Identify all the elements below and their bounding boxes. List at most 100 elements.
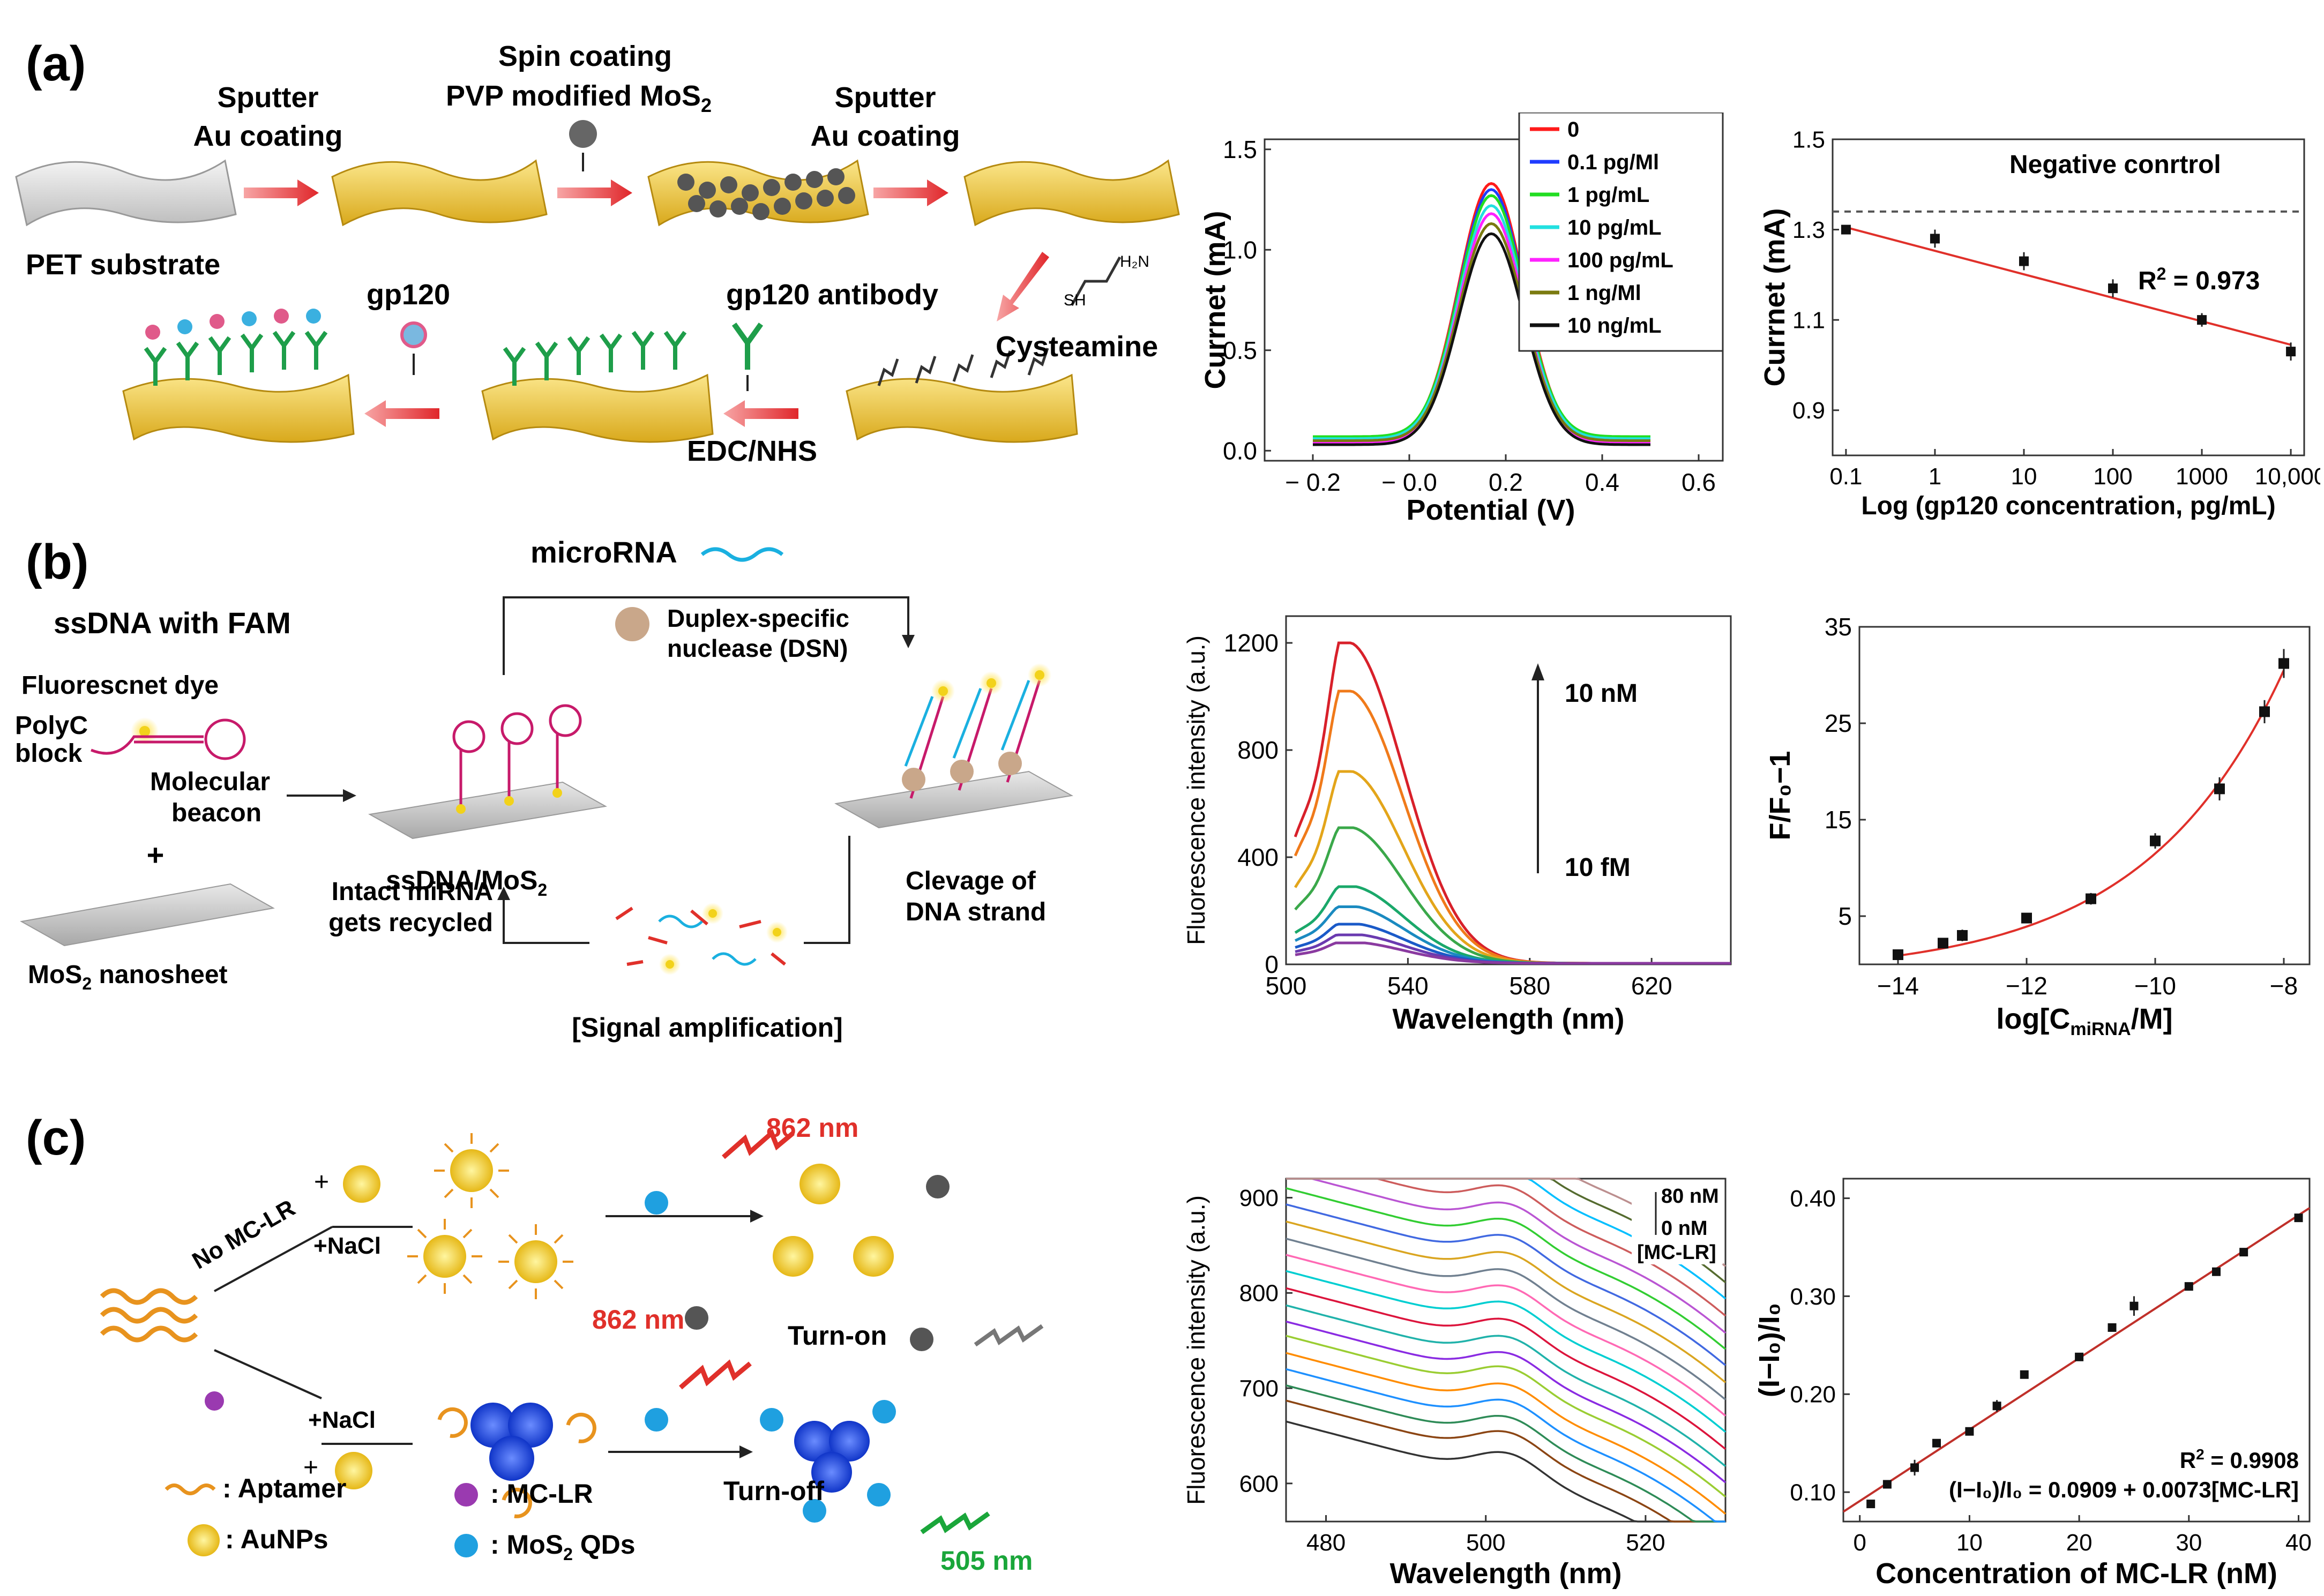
gp120-ylabel: Currnet (mA) — [1759, 208, 1791, 387]
antibody-label: gp120 antibody — [726, 279, 938, 311]
chart-dpv: − 0.2 − 0.0 0.2 0.4 0.6 0.0 0.5 1.0 1.5 0 0.1 pg/… — [1199, 113, 1724, 526]
aptamer-capped-aunps — [407, 1133, 573, 1299]
y-tick-label: 600 — [1239, 1471, 1279, 1497]
fl2-line — [1286, 1420, 1725, 1523]
legend-mclr: : MC-LR — [490, 1479, 593, 1509]
mirna-fit-curve — [1897, 670, 2285, 957]
y-tick-label: 0.0 — [1223, 437, 1257, 464]
gp120-point — [2286, 347, 2296, 357]
x-tick-label: 580 — [1509, 972, 1550, 1000]
fl2-line — [1286, 1238, 1727, 1400]
dsn-label: Duplex-specific nuclease (DSN) — [667, 604, 849, 662]
x-tick-label: 10 — [1956, 1530, 1983, 1556]
panel-b-schematic: (b) microRNA ssDNA with FAM Fluorescnet … — [15, 535, 1073, 1043]
mclr-point — [2294, 1213, 2303, 1223]
dpv-xlabel: Potential (V) — [1406, 494, 1575, 526]
x-tick-label: −8 — [2270, 972, 2298, 1000]
fl-line — [1294, 641, 1731, 965]
y-tick-label: 0.30 — [1790, 1284, 1836, 1310]
y-tick-label: 0.10 — [1790, 1480, 1836, 1506]
mirna-point — [2259, 706, 2270, 717]
dpv-line — [1313, 212, 1650, 444]
fl2-line — [1286, 1187, 1727, 1350]
mos2-flakes — [677, 168, 855, 220]
dpv-ylabel: Currnet (mA) — [1199, 211, 1231, 389]
fl2-line — [1286, 1368, 1725, 1523]
mclr-point — [2108, 1323, 2117, 1332]
gp120-marks — [1833, 210, 2304, 361]
mclr-point — [2020, 1370, 2029, 1379]
turn-on-complex — [773, 1164, 894, 1277]
ssdna-fam-label: ssDNA with FAM — [54, 606, 291, 640]
arrow-step1 — [244, 179, 319, 206]
gp120-point — [2197, 315, 2207, 325]
x-tick-label: 0.4 — [1585, 468, 1619, 496]
ssdna-mos2-label: ssDNA/MoS2 — [386, 865, 547, 900]
branch-up — [214, 1226, 333, 1292]
mirna-point — [2214, 783, 2225, 795]
dpv-legend-label: 10 ng/mL — [1567, 314, 1662, 338]
gp120-point — [2108, 283, 2118, 294]
pet-substrate-label: PET substrate — [26, 249, 220, 281]
panel-a-label: (a) — [26, 36, 86, 91]
fl-label-high: 10 nM — [1565, 679, 1638, 708]
fl2-series — [1286, 1178, 1727, 1523]
legend-aunp-icon — [188, 1524, 220, 1556]
dpv-line — [1313, 222, 1650, 442]
beacon-label: Molecular beacon — [150, 768, 270, 827]
fl2-line — [1286, 1304, 1727, 1467]
legend-mos2: : MoS2 QDs — [490, 1530, 636, 1564]
x-tick-label: 0.6 — [1682, 468, 1716, 496]
quenched-qd-3 — [910, 1328, 933, 1351]
y-tick-label: 0.40 — [1790, 1186, 1836, 1212]
x-tick-label: 520 — [1626, 1530, 1665, 1556]
arrow-head — [343, 789, 356, 802]
fl-ticks: 500 540 580 620 0 400 800 1200 — [1224, 629, 1672, 1000]
mos2-nanosheet-label: MoS2 nanosheet — [28, 961, 228, 993]
gp120-xlabel: Log (gp120 concentration, pg/mL) — [1861, 492, 2275, 520]
x-tick-label: 1 — [1929, 463, 1941, 490]
fl-line — [1294, 690, 1731, 965]
aunp-reagent-2 — [335, 1452, 372, 1489]
y-tick-label: 0.20 — [1790, 1382, 1836, 1408]
y-tick-label: 1.5 — [1792, 126, 1825, 153]
x-tick-label: −14 — [1877, 972, 1919, 1000]
fl2-line — [1286, 1335, 1727, 1498]
fl2-line — [1286, 1287, 1727, 1450]
y-tick-label: 700 — [1239, 1376, 1279, 1402]
mclr-point — [2212, 1267, 2221, 1276]
beacon-loop — [204, 718, 246, 760]
aptamer-waves — [100, 1288, 198, 1343]
dpv-legend: 0 0.1 pg/Ml 1 pg/mL 10 pg/mL 100 pg/mL 1 ng/M… — [1518, 113, 1724, 352]
fl2-ylabel: Fluorescence intensity (a.u.) — [1182, 1195, 1210, 1505]
cleaved-fragments — [615, 903, 788, 975]
turn-off-complex — [794, 1421, 870, 1493]
antibody-sheet — [481, 373, 714, 443]
mirna-axes-frame — [1858, 626, 2311, 965]
mirna-marks — [1893, 649, 2289, 960]
fl-series — [1294, 641, 1731, 965]
fl2-xlabel: Wavelength (nm) — [1389, 1557, 1621, 1590]
molecule-nh2: H₂N — [1120, 253, 1149, 271]
dpv-legend-label: 1 ng/Ml — [1567, 281, 1641, 305]
fl2-label-high: 80 nM — [1661, 1185, 1719, 1208]
mclr-point — [2129, 1301, 2139, 1310]
hairpins — [452, 704, 582, 812]
gp120-sheet — [122, 373, 355, 443]
panel-a-schematic: (a) Sputter Au coating Spin coating PVP m… — [15, 36, 1180, 467]
y-tick-label: 0 — [1265, 950, 1279, 978]
x-tick-label: 1000 — [2176, 463, 2228, 490]
loop-top-arrow — [503, 596, 909, 675]
dpv-line — [1313, 232, 1650, 446]
gp120-point — [1841, 224, 1851, 235]
mclr-aptamer-complexes — [437, 1407, 596, 1518]
x-tick-label: − 0.0 — [1381, 468, 1437, 496]
dpv-legend-label: 100 pg/mL — [1567, 249, 1673, 272]
gp120-label: gp120 — [367, 279, 450, 311]
spin-coating-label: Spin coating — [498, 40, 672, 72]
mclr-point — [1992, 1402, 2001, 1411]
mclr-reagent — [205, 1391, 224, 1411]
y-tick-label: 1.0 — [1223, 236, 1257, 264]
nacl-1: +NaCl — [313, 1233, 381, 1259]
chart-gp120-calibration: 0.1 1 10 100 1000 10,000 0.9 1.1 1.3 1.5 Negative… — [1759, 126, 2320, 520]
